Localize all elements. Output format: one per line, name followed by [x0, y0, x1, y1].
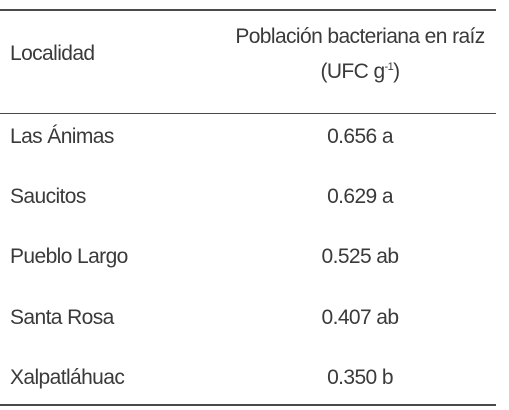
table-row: Xalpatláhuac 0.350 b: [0, 358, 496, 398]
header-poblacion: Población bacteriana en raíz (UFC g-1): [215, 22, 505, 87]
cell-value: 0.629 a: [327, 185, 393, 208]
table-row: Las Ánimas 0.656 a: [0, 117, 496, 157]
cell-locality: Saucitos: [10, 185, 86, 208]
header-localidad: Localidad: [10, 42, 95, 65]
cell-locality: Santa Rosa: [10, 306, 114, 329]
header-poblacion-line1: Población bacteriana en raíz: [235, 25, 485, 48]
cell-value: 0.350 b: [327, 366, 393, 389]
header-unit-prefix: (UFC g: [320, 60, 385, 83]
header-poblacion-unit: (UFC g-1): [215, 52, 505, 87]
cell-locality: Pueblo Largo: [10, 245, 128, 268]
cell-locality: Xalpatláhuac: [10, 366, 125, 389]
header-unit-exponent: -1: [384, 61, 394, 73]
header-unit-suffix: ): [393, 60, 400, 83]
table-row: Santa Rosa 0.407 ab: [0, 298, 496, 338]
table-row: Saucitos 0.629 a: [0, 177, 496, 217]
cell-locality: Las Ánimas: [10, 125, 114, 148]
table-row: Pueblo Largo 0.525 ab: [0, 237, 496, 277]
table-bottom-rule: [0, 404, 496, 406]
table-top-rule: [0, 9, 496, 11]
cell-value: 0.407 ab: [321, 306, 400, 329]
cell-value: 0.656 a: [327, 125, 393, 148]
table-header-rule: [0, 113, 496, 114]
cell-value: 0.525 ab: [321, 245, 400, 268]
